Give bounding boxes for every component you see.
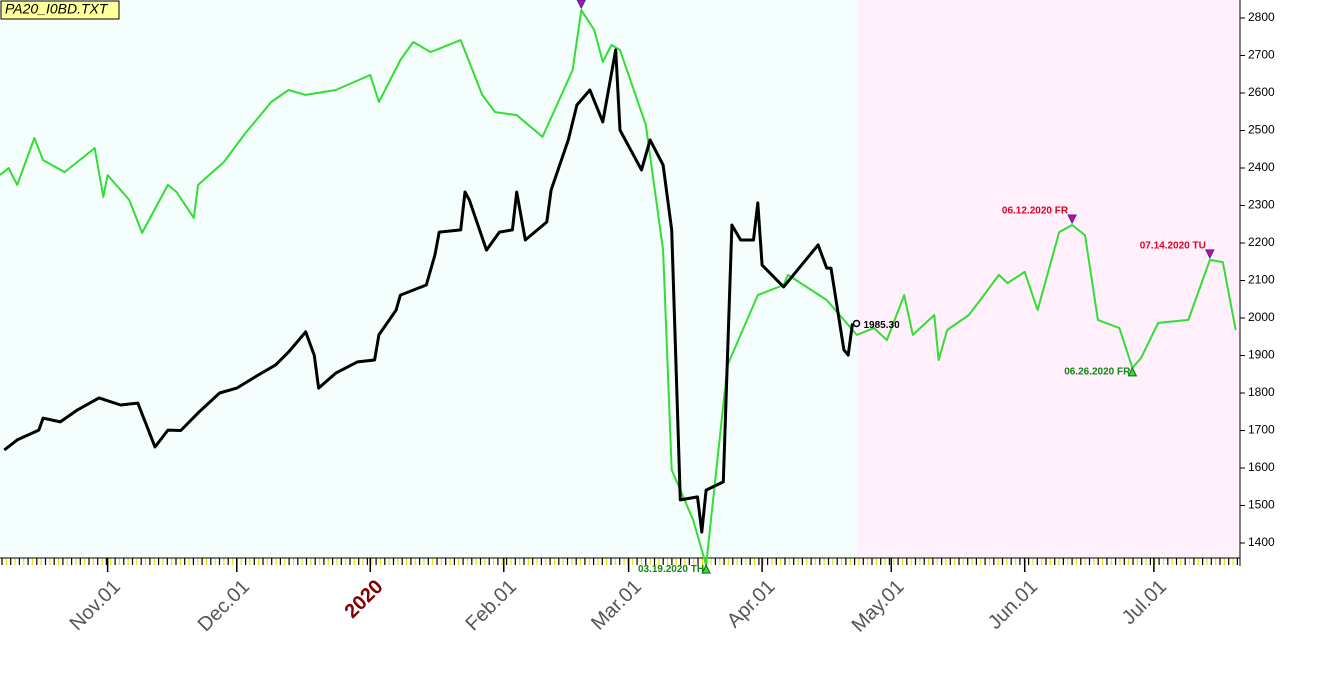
annotation: 07.14.2020 TU [1140,241,1206,252]
y-tick-label: 1900 [1248,348,1275,362]
y-tick-label: 2700 [1248,48,1275,62]
annotation: 1985.30 [864,320,901,331]
y-tick-label: 2800 [1248,10,1275,24]
y-tick-label: 1500 [1248,498,1275,512]
low-marker [701,564,711,574]
chart-title: PA20_I0BD.TXT [5,1,109,17]
y-tick-label: 1700 [1248,423,1275,437]
series-line [0,9,1237,567]
annotation: 02.19.2020 WD [508,0,578,2]
y-tick-label: 2300 [1248,198,1275,212]
last-marker [852,319,861,328]
y-tick-label: 2500 [1248,123,1275,137]
y-tick-label: 2600 [1248,85,1275,99]
y-tick-label: 1800 [1248,385,1275,399]
low-marker [1127,366,1138,377]
y-tick-label: 1400 [1248,535,1275,549]
series [0,9,1237,567]
high-marker [1067,214,1077,225]
y-tick-label: 2400 [1248,160,1275,174]
high-marker [1205,249,1215,259]
title-box [0,0,120,20]
y-tick-label: 2200 [1248,235,1275,249]
y-tick-label: 2000 [1248,310,1275,324]
annotation: 06.12.2020 FR [1002,206,1069,217]
high-marker [576,0,586,10]
shaded-region [856,0,1240,558]
shading [0,0,1240,558]
annotation: 06.26.2020 FR [1064,367,1131,378]
series-line [3,48,854,534]
y-tick-label: 2100 [1248,273,1275,287]
annotations: 02.19.2020 WD 03.19.2020 TH 06.12.2020 FR 0… [508,0,1215,575]
annotation: 03.19.2020 TH [638,564,704,575]
y-tick-label: 1600 [1248,460,1275,474]
